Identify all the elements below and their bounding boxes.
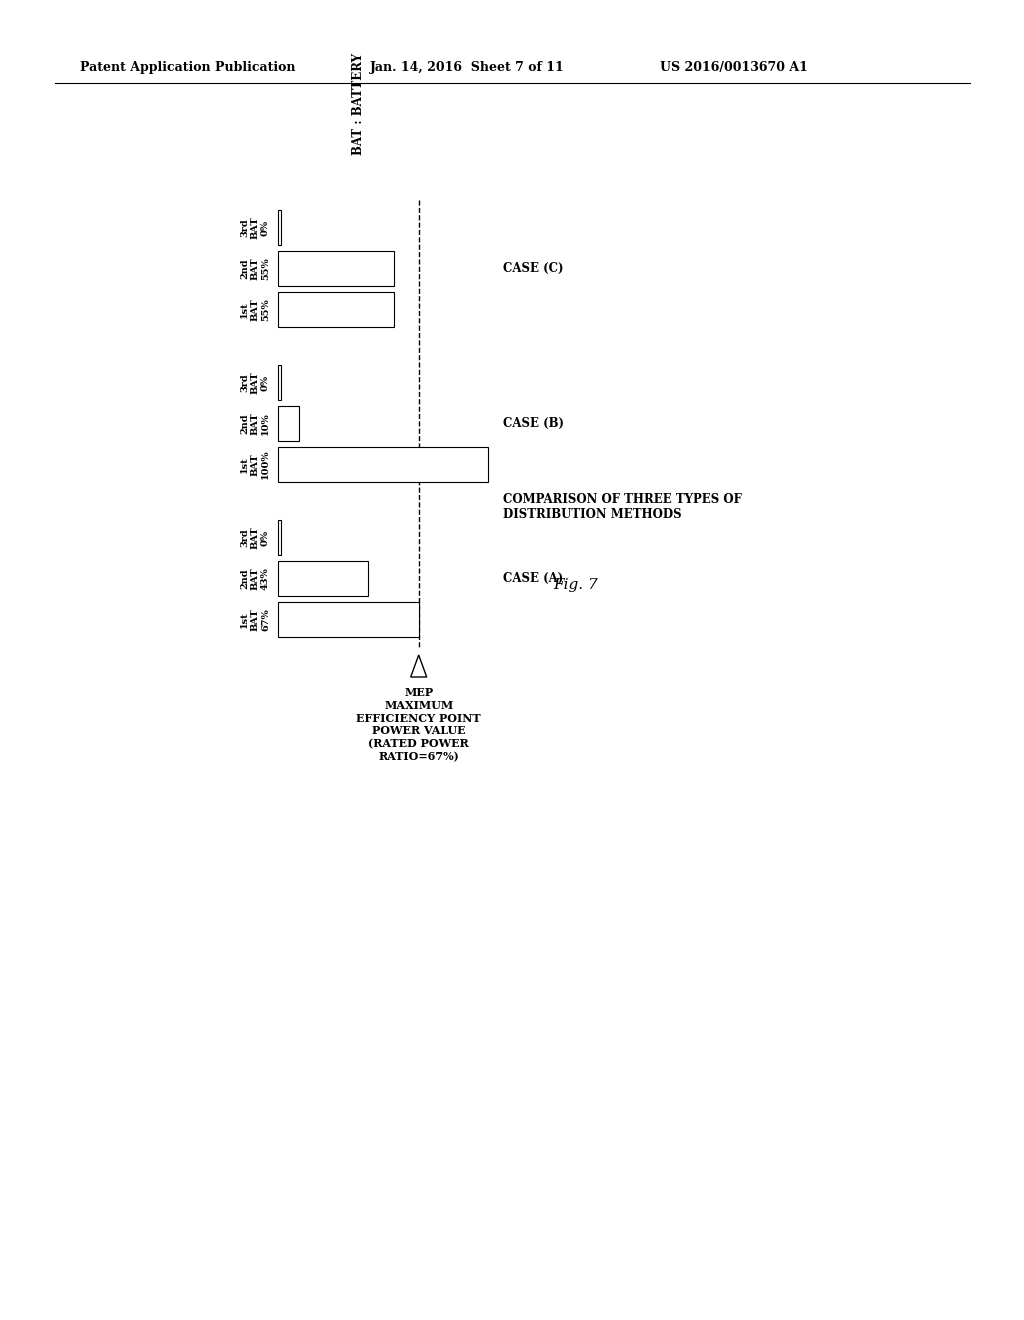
Bar — [278, 407, 299, 441]
Text: 2nd
BAT
10%: 2nd BAT 10% — [241, 412, 270, 434]
Text: 1st
BAT
55%: 1st BAT 55% — [241, 298, 270, 321]
Text: 3rd
BAT
0%: 3rd BAT 0% — [241, 216, 270, 239]
Text: MEP
MAXIMUM
EFFICIENCY POINT
POWER VALUE
(RATED POWER
RATIO=67%): MEP MAXIMUM EFFICIENCY POINT POWER VALUE… — [356, 686, 481, 762]
Text: Patent Application Publication: Patent Application Publication — [80, 62, 296, 74]
Bar — [278, 366, 281, 400]
Text: CASE (A): CASE (A) — [503, 572, 563, 585]
Bar — [278, 251, 393, 286]
Text: 2nd
BAT
43%: 2nd BAT 43% — [241, 568, 270, 590]
Text: 1st
BAT
100%: 1st BAT 100% — [241, 450, 270, 479]
Bar — [278, 447, 488, 482]
Text: CASE (C): CASE (C) — [503, 261, 563, 275]
Bar — [278, 561, 369, 597]
Bar — [278, 292, 393, 327]
Text: COMPARISON OF THREE TYPES OF
DISTRIBUTION METHODS: COMPARISON OF THREE TYPES OF DISTRIBUTIO… — [503, 494, 741, 521]
Text: 1st
BAT
67%: 1st BAT 67% — [241, 609, 270, 631]
Polygon shape — [411, 655, 427, 677]
Bar — [278, 210, 281, 246]
Text: BAT : BATTERY: BAT : BATTERY — [351, 53, 365, 154]
Bar — [278, 602, 419, 638]
Text: CASE (B): CASE (B) — [503, 417, 564, 430]
Text: Fig. 7: Fig. 7 — [553, 578, 598, 593]
Text: 3rd
BAT
0%: 3rd BAT 0% — [241, 371, 270, 393]
Text: Jan. 14, 2016  Sheet 7 of 11: Jan. 14, 2016 Sheet 7 of 11 — [370, 62, 565, 74]
Text: 3rd
BAT
0%: 3rd BAT 0% — [241, 527, 270, 549]
Bar — [278, 520, 281, 554]
Text: 2nd
BAT
55%: 2nd BAT 55% — [241, 257, 270, 280]
Text: US 2016/0013670 A1: US 2016/0013670 A1 — [660, 62, 808, 74]
